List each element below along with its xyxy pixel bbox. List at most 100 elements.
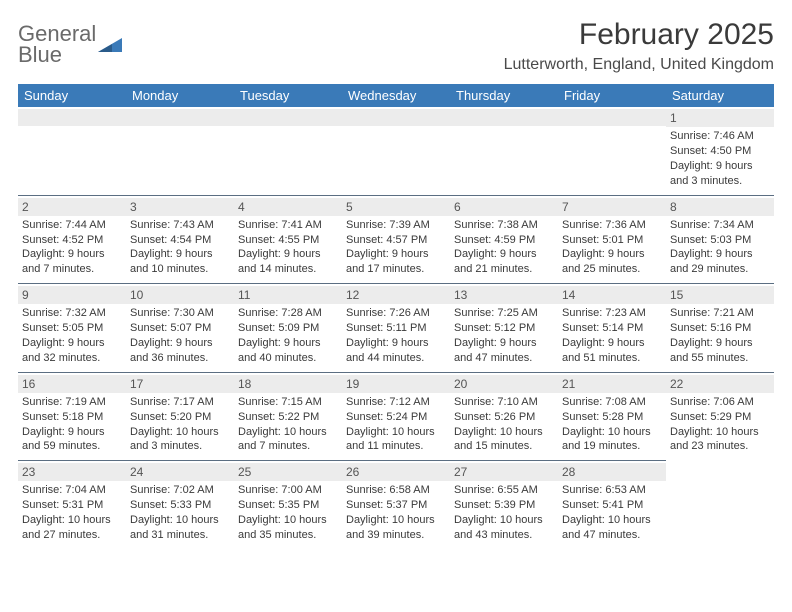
day-number: 18 <box>234 375 342 393</box>
day-content: Sunrise: 7:12 AMSunset: 5:24 PMDaylight:… <box>346 395 446 454</box>
day-number: 20 <box>450 375 558 393</box>
calendar-cell: 23 Sunrise: 7:04 AMSunset: 5:31 PMDayligh… <box>18 461 126 549</box>
calendar-row: 23 Sunrise: 7:04 AMSunset: 5:31 PMDayligh… <box>18 461 774 549</box>
day-number: 24 <box>126 463 234 481</box>
calendar-cell: 13 Sunrise: 7:25 AMSunset: 5:12 PMDayligh… <box>450 284 558 373</box>
daylight-text: Daylight: 9 hours and 36 minutes. <box>130 336 230 366</box>
calendar-table: Sunday Monday Tuesday Wednesday Thursday… <box>18 84 774 549</box>
sunset-text: Sunset: 5:11 PM <box>346 321 446 336</box>
daylight-text: Daylight: 9 hours and 29 minutes. <box>670 247 770 277</box>
day-number: 27 <box>450 463 558 481</box>
day-content: Sunrise: 7:46 AMSunset: 4:50 PMDaylight:… <box>670 129 770 188</box>
logo: General Blue <box>18 24 124 66</box>
weekday-header-row: Sunday Monday Tuesday Wednesday Thursday… <box>18 84 774 107</box>
calendar-cell: 11Sunrise: 7:28 AMSunset: 5:09 PMDayligh… <box>234 284 342 373</box>
logo-triangle-icon <box>98 36 124 54</box>
sunrise-text: Sunrise: 7:21 AM <box>670 306 770 321</box>
calendar-cell: 9Sunrise: 7:32 AMSunset: 5:05 PMDaylight… <box>18 284 126 373</box>
day-number: 12 <box>342 286 450 304</box>
daylight-text: Daylight: 10 hours and 39 minutes. <box>346 513 446 543</box>
location-text: Lutterworth, England, United Kingdom <box>504 56 774 74</box>
calendar-cell: 18Sunrise: 7:15 AMSunset: 5:22 PMDayligh… <box>234 372 342 461</box>
sunrise-text: Sunrise: 7:38 AM <box>454 218 554 233</box>
empty-daynum-band <box>342 109 450 126</box>
day-number: 21 <box>558 375 666 393</box>
daylight-text: Daylight: 10 hours and 19 minutes. <box>562 425 662 455</box>
daylight-text: Daylight: 10 hours and 23 minutes. <box>670 425 770 455</box>
sunset-text: Sunset: 5:18 PM <box>22 410 122 425</box>
daylight-text: Daylight: 9 hours and 44 minutes. <box>346 336 446 366</box>
day-content: Sunrise: 7:08 AMSunset: 5:28 PMDaylight:… <box>562 395 662 454</box>
logo-text-blue: Blue <box>18 45 96 66</box>
day-content: Sunrise: 7:30 AMSunset: 5:07 PMDaylight:… <box>130 306 230 365</box>
sunrise-text: Sunrise: 6:58 AM <box>346 483 446 498</box>
sunset-text: Sunset: 5:28 PM <box>562 410 662 425</box>
calendar-cell: 10Sunrise: 7:30 AMSunset: 5:07 PMDayligh… <box>126 284 234 373</box>
calendar-cell: 24 Sunrise: 7:02 AMSunset: 5:33 PMDayligh… <box>126 461 234 549</box>
calendar-row: 1 Sunrise: 7:46 AMSunset: 4:50 PMDaylight… <box>18 107 774 195</box>
calendar-cell: 25Sunrise: 7:00 AMSunset: 5:35 PMDayligh… <box>234 461 342 549</box>
calendar-cell: 8Sunrise: 7:34 AMSunset: 5:03 PMDaylight… <box>666 195 774 284</box>
day-content: Sunrise: 7:38 AMSunset: 4:59 PMDaylight:… <box>454 218 554 277</box>
day-number: 13 <box>450 286 558 304</box>
calendar-cell: 3 Sunrise: 7:43 AMSunset: 4:54 PMDaylight… <box>126 195 234 284</box>
sunrise-text: Sunrise: 7:25 AM <box>454 306 554 321</box>
daylight-text: Daylight: 9 hours and 17 minutes. <box>346 247 446 277</box>
sunrise-text: Sunrise: 7:06 AM <box>670 395 770 410</box>
header-row: General Blue February 2025 Lutterworth, … <box>18 18 774 74</box>
sunset-text: Sunset: 5:24 PM <box>346 410 446 425</box>
daylight-text: Daylight: 9 hours and 10 minutes. <box>130 247 230 277</box>
sunrise-text: Sunrise: 7:23 AM <box>562 306 662 321</box>
sunrise-text: Sunrise: 7:43 AM <box>130 218 230 233</box>
calendar-cell: 12 Sunrise: 7:26 AMSunset: 5:11 PMDayligh… <box>342 284 450 373</box>
calendar-cell <box>18 107 126 195</box>
daylight-text: Daylight: 9 hours and 21 minutes. <box>454 247 554 277</box>
weekday-header: Tuesday <box>234 84 342 107</box>
day-content: Sunrise: 7:02 AMSunset: 5:33 PMDaylight:… <box>130 483 230 542</box>
sunset-text: Sunset: 5:41 PM <box>562 498 662 513</box>
sunrise-text: Sunrise: 7:32 AM <box>22 306 122 321</box>
day-number: 17 <box>126 375 234 393</box>
daylight-text: Daylight: 10 hours and 15 minutes. <box>454 425 554 455</box>
sunset-text: Sunset: 4:57 PM <box>346 233 446 248</box>
day-content: Sunrise: 7:44 AMSunset: 4:52 PMDaylight:… <box>22 218 122 277</box>
sunset-text: Sunset: 5:37 PM <box>346 498 446 513</box>
weekday-header: Sunday <box>18 84 126 107</box>
day-content: Sunrise: 7:26 AMSunset: 5:11 PMDaylight:… <box>346 306 446 365</box>
sunrise-text: Sunrise: 7:12 AM <box>346 395 446 410</box>
day-number: 1 <box>666 109 774 127</box>
sunset-text: Sunset: 5:29 PM <box>670 410 770 425</box>
sunset-text: Sunset: 5:07 PM <box>130 321 230 336</box>
day-number: 6 <box>450 198 558 216</box>
sunrise-text: Sunrise: 7:02 AM <box>130 483 230 498</box>
calendar-cell: 27Sunrise: 6:55 AMSunset: 5:39 PMDayligh… <box>450 461 558 549</box>
day-content: Sunrise: 7:36 AMSunset: 5:01 PMDaylight:… <box>562 218 662 277</box>
day-content: Sunrise: 7:21 AMSunset: 5:16 PMDaylight:… <box>670 306 770 365</box>
sunset-text: Sunset: 5:22 PM <box>238 410 338 425</box>
weekday-header: Thursday <box>450 84 558 107</box>
day-content: Sunrise: 7:00 AMSunset: 5:35 PMDaylight:… <box>238 483 338 542</box>
sunset-text: Sunset: 5:39 PM <box>454 498 554 513</box>
empty-daynum-band <box>18 109 126 126</box>
sunrise-text: Sunrise: 7:00 AM <box>238 483 338 498</box>
calendar-cell: 1 Sunrise: 7:46 AMSunset: 4:50 PMDaylight… <box>666 107 774 195</box>
day-content: Sunrise: 7:25 AMSunset: 5:12 PMDaylight:… <box>454 306 554 365</box>
day-content: Sunrise: 7:04 AMSunset: 5:31 PMDaylight:… <box>22 483 122 542</box>
daylight-text: Daylight: 9 hours and 40 minutes. <box>238 336 338 366</box>
sunset-text: Sunset: 5:35 PM <box>238 498 338 513</box>
daylight-text: Daylight: 9 hours and 47 minutes. <box>454 336 554 366</box>
day-content: Sunrise: 7:43 AMSunset: 4:54 PMDaylight:… <box>130 218 230 277</box>
day-content: Sunrise: 7:10 AMSunset: 5:26 PMDaylight:… <box>454 395 554 454</box>
day-number: 2 <box>18 198 126 216</box>
title-block: February 2025 Lutterworth, England, Unit… <box>504 18 774 74</box>
sunrise-text: Sunrise: 7:28 AM <box>238 306 338 321</box>
calendar-cell: 21 Sunrise: 7:08 AMSunset: 5:28 PMDayligh… <box>558 372 666 461</box>
calendar-cell <box>126 107 234 195</box>
day-number: 3 <box>126 198 234 216</box>
calendar-row: 9Sunrise: 7:32 AMSunset: 5:05 PMDaylight… <box>18 284 774 373</box>
daylight-text: Daylight: 9 hours and 14 minutes. <box>238 247 338 277</box>
calendar-cell: 16Sunrise: 7:19 AMSunset: 5:18 PMDayligh… <box>18 372 126 461</box>
sunset-text: Sunset: 4:55 PM <box>238 233 338 248</box>
day-number: 23 <box>18 463 126 481</box>
sunset-text: Sunset: 4:50 PM <box>670 144 770 159</box>
